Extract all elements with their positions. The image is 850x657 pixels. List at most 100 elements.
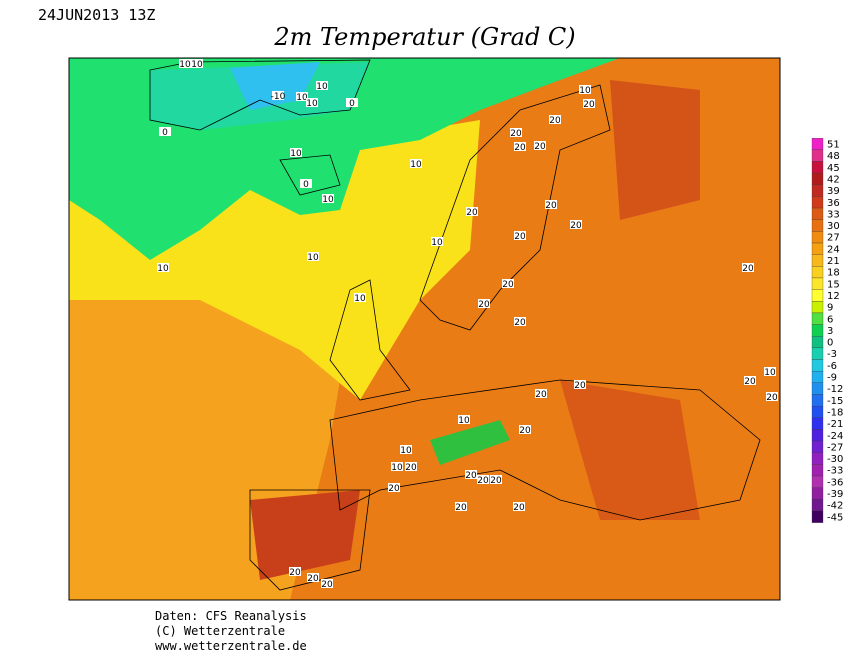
contour-label: 20 [502, 280, 514, 290]
contour-label: 20 [321, 580, 333, 590]
contour-label-bg [570, 220, 582, 229]
contour-label: 20 [574, 381, 586, 391]
contour-label-bg [289, 567, 301, 576]
scale-cell [811, 394, 824, 407]
scale-cell [811, 266, 824, 279]
contour-label: 10 [764, 368, 776, 378]
balkans-field [560, 380, 700, 520]
iberia-field [250, 490, 360, 580]
scale-label: -42 [827, 501, 843, 512]
scale-cell [811, 464, 824, 477]
scale-label: 48 [827, 151, 840, 162]
contour-label: 20 [477, 476, 489, 486]
contour-label-bg [455, 502, 467, 511]
scale-cell [811, 149, 824, 162]
contour-label: 20 [455, 503, 467, 513]
contour-label-bg [764, 367, 776, 376]
contour-label-bg [400, 445, 412, 454]
contour-label: 20 [388, 484, 400, 494]
contour-label: 20 [478, 300, 490, 310]
contour-label-bg [296, 92, 308, 101]
scale-label: -30 [827, 454, 843, 465]
contour-label-bg [545, 200, 557, 209]
scale-label: -36 [827, 477, 843, 488]
contour-label: 10 [179, 60, 191, 70]
contour-label-bg [744, 376, 756, 385]
contour-label: 10 [400, 446, 412, 456]
contour-label-bg [465, 470, 477, 479]
scale-label: -39 [827, 489, 843, 500]
scale-cell [811, 429, 824, 442]
contour-label-bg [410, 159, 422, 168]
scale-cell [811, 172, 824, 185]
scale-cell [811, 207, 824, 220]
contour-label-bg [535, 389, 547, 398]
scale-cell [811, 371, 824, 383]
contour-label-bg [513, 502, 525, 511]
scale-label: -9 [827, 373, 837, 384]
scale-cell [811, 475, 824, 488]
scale-cell [811, 161, 824, 174]
scale-label: 12 [827, 291, 840, 302]
contour-label-bg [354, 293, 366, 302]
map-frame [68, 57, 781, 601]
scale-label: 51 [827, 140, 840, 151]
contour-label: 20 [405, 463, 417, 473]
contour-label-bg [179, 59, 191, 68]
contour-label: 20 [289, 568, 301, 578]
scale-label: -33 [827, 466, 843, 477]
contour-label-bg [478, 299, 490, 308]
contour-label: 10 [431, 238, 443, 248]
contour-label-bg [574, 380, 586, 389]
contour-label: -10 [271, 92, 286, 102]
contour-label: 10 [296, 93, 308, 103]
contour-label-bg [321, 579, 333, 588]
contour-label-bg [583, 99, 595, 108]
scale-label: -18 [827, 407, 843, 418]
scale-label: -45 [827, 512, 843, 523]
contour-label-bg [549, 115, 561, 124]
scale-label: 21 [827, 256, 840, 267]
contour-label: 10 [410, 160, 422, 170]
map-title: 2m Temperatur (Grad C) [273, 23, 575, 51]
scale-cell [811, 219, 824, 232]
scale-cell [811, 254, 824, 267]
contour-label-bg [316, 81, 328, 90]
contour-label: 20 [744, 377, 756, 387]
contour-label: 20 [549, 116, 561, 126]
contour-label-bg [510, 128, 522, 137]
scale-label: -21 [827, 419, 843, 430]
contour-label: 10 [391, 463, 403, 473]
contour-label-bg [191, 59, 203, 68]
scale-label: 36 [827, 198, 840, 209]
russia-field [610, 80, 700, 220]
contour-label-bg [307, 252, 319, 261]
contour-label: 20 [570, 221, 582, 231]
contour-label-bg [519, 425, 531, 434]
contour-label: 20 [466, 208, 478, 218]
scale-label: -3 [827, 349, 837, 360]
scale-cell [811, 231, 824, 244]
map [68, 57, 781, 601]
scale-cell [811, 452, 824, 465]
scale-label: -12 [827, 384, 843, 395]
scale-label: 3 [827, 326, 833, 337]
scale-label: 33 [827, 209, 840, 220]
contour-label: 20 [514, 232, 526, 242]
contour-label-bg [431, 237, 443, 246]
contour-label: 10 [306, 99, 318, 109]
scale-label: 0 [827, 338, 833, 349]
scale-cell [811, 289, 824, 302]
contour-label: 20 [514, 143, 526, 153]
contour-label-bg [742, 263, 754, 272]
coastlines [149, 59, 761, 591]
scale-cell [811, 324, 824, 337]
scale-label: -15 [827, 396, 843, 407]
contour-label: 20 [535, 390, 547, 400]
scale-cell [811, 184, 824, 197]
scale-label: -6 [827, 361, 837, 372]
contour-label: 10 [290, 149, 302, 159]
contour-label-bg [300, 179, 312, 188]
scale-label: 24 [827, 244, 840, 255]
